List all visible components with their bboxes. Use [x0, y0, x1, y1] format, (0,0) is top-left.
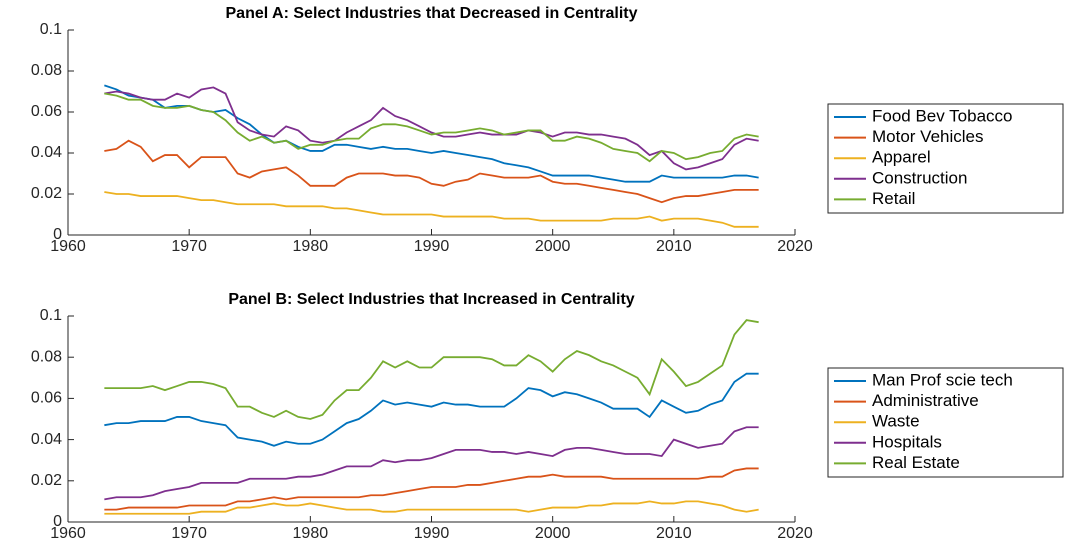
y-tick-label: 0.1 [40, 21, 62, 38]
x-tick-label: 2010 [656, 525, 692, 542]
x-tick-label: 2020 [777, 238, 813, 255]
y-tick-label: 0.06 [31, 103, 62, 120]
legend-label: Real Estate [872, 453, 960, 472]
y-tick-label: 0.08 [31, 348, 62, 365]
chart-title: Panel B: Select Industries that Increase… [228, 291, 634, 308]
y-tick-label: 0 [53, 226, 62, 243]
legend-label: Construction [872, 168, 967, 187]
y-tick-label: 0.02 [31, 472, 62, 489]
x-tick-label: 2020 [777, 525, 813, 542]
y-tick-label: 0.1 [40, 307, 62, 324]
series-line [104, 426, 759, 501]
legend-label: Motor Vehicles [872, 127, 984, 146]
x-tick-label: 2000 [535, 525, 571, 542]
legend-label: Apparel [872, 148, 931, 167]
series-line [104, 139, 759, 204]
y-tick-label: 0 [53, 513, 62, 530]
series-line [104, 372, 759, 447]
x-tick-label: 1980 [293, 525, 329, 542]
series-line [104, 319, 759, 420]
x-tick-label: 2000 [535, 238, 571, 255]
x-tick-label: 1970 [171, 238, 207, 255]
legend-label: Hospitals [872, 432, 942, 451]
legend-label: Administrative [872, 391, 979, 410]
legend-label: Waste [872, 412, 920, 431]
series-line [104, 467, 759, 511]
series-line [104, 500, 759, 515]
legend-label: Food Bev Tobacco [872, 106, 1013, 125]
y-tick-label: 0.06 [31, 390, 62, 407]
series-line [104, 86, 759, 171]
x-tick-label: 1960 [50, 238, 86, 255]
x-tick-label: 1970 [171, 525, 207, 542]
series-line [104, 84, 759, 183]
legend-box [827, 103, 1064, 214]
chart-title: Panel A: Select Industries that Decrease… [226, 5, 638, 22]
y-tick-label: 0.08 [31, 62, 62, 79]
x-tick-label: 1980 [293, 238, 329, 255]
legend-label: Man Prof scie tech [872, 370, 1013, 389]
x-tick-label: 2010 [656, 238, 692, 255]
legend-box [827, 367, 1064, 478]
series-line [104, 191, 759, 228]
legend-label: Retail [872, 189, 915, 208]
x-tick-label: 1990 [414, 238, 450, 255]
y-tick-label: 0.02 [31, 185, 62, 202]
x-tick-label: 1990 [414, 525, 450, 542]
series-line [104, 92, 759, 163]
x-tick-label: 1960 [50, 525, 86, 542]
y-tick-label: 0.04 [31, 144, 62, 161]
y-tick-label: 0.04 [31, 431, 62, 448]
